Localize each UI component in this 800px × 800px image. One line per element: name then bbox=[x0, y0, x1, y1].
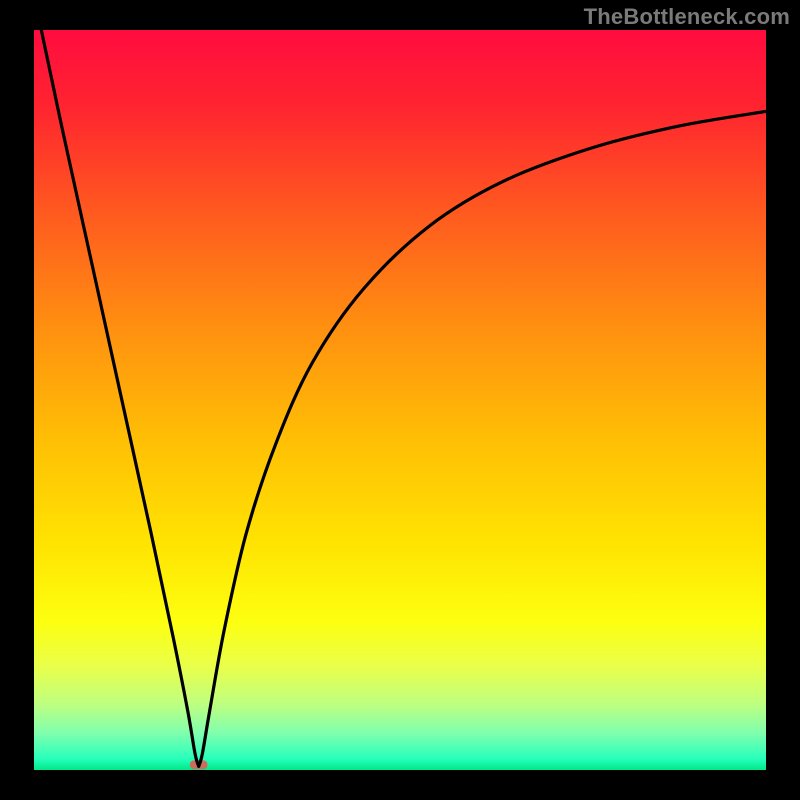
watermark-text: TheBottleneck.com bbox=[584, 4, 790, 30]
plot-background bbox=[34, 30, 766, 770]
chart-svg bbox=[0, 0, 800, 800]
